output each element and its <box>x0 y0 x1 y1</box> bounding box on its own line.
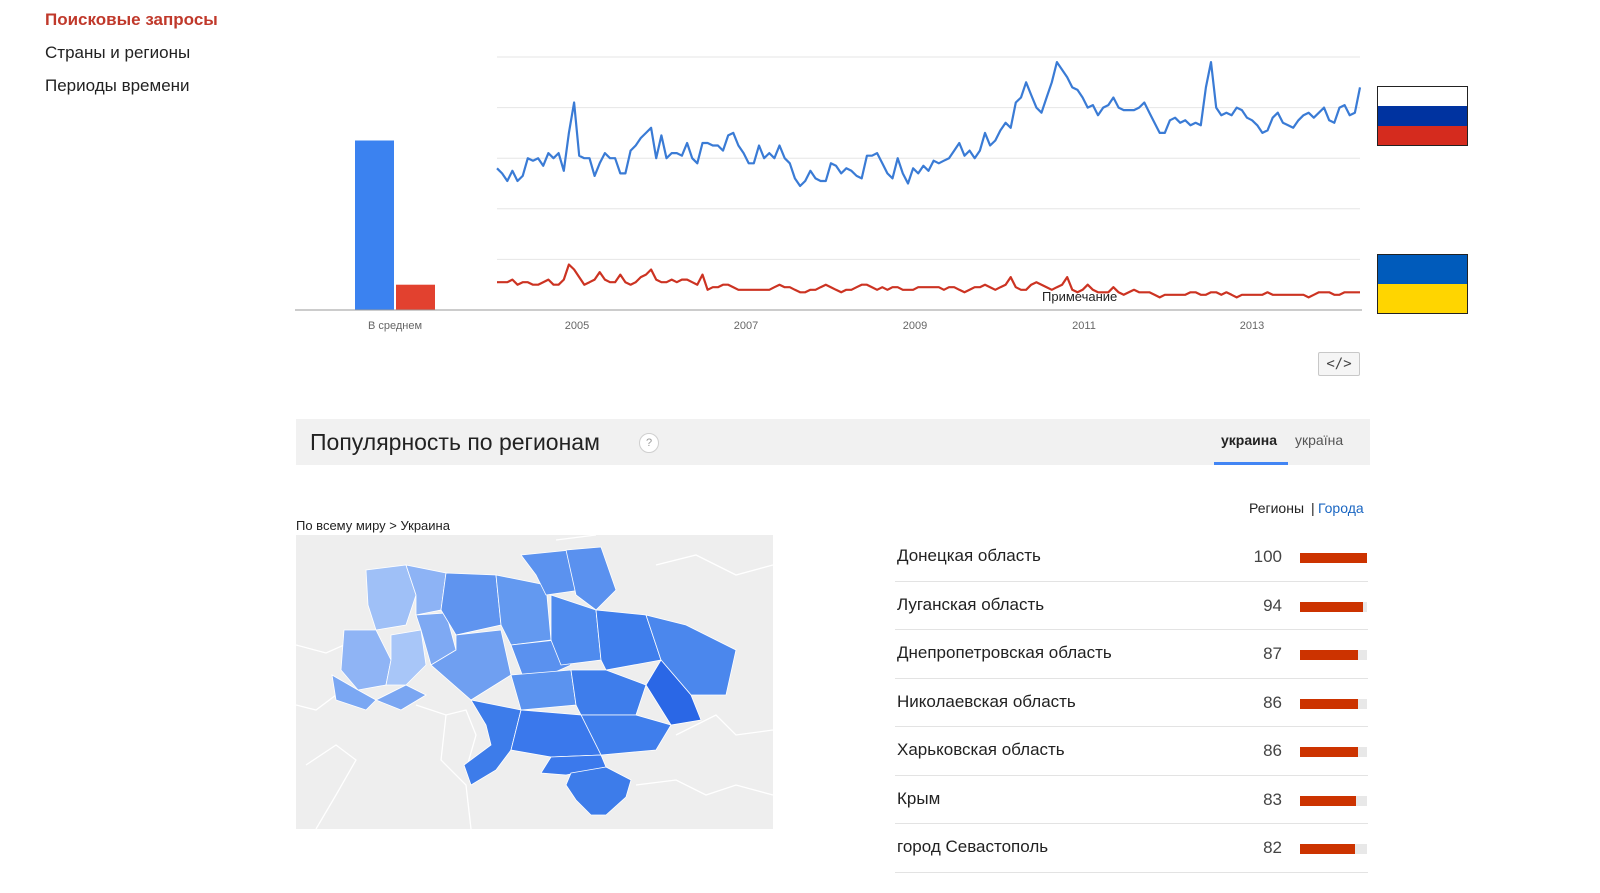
score-bar-fill <box>1300 650 1359 660</box>
region-chernihiv <box>520 549 582 596</box>
region-score: 86 <box>1263 741 1282 760</box>
region-kharkiv <box>595 609 662 671</box>
russia-flag-red-stripe <box>1378 125 1467 145</box>
region-score: 82 <box>1263 838 1282 857</box>
region-sumy <box>565 546 617 611</box>
score-bar-fill <box>1300 553 1367 563</box>
nav-item-search-queries[interactable]: Поисковые запросы <box>45 10 218 29</box>
rank-row[interactable]: Днепропетровская область 87 <box>895 630 1368 679</box>
average-bars <box>355 140 435 310</box>
embed-code-button[interactable]: </> <box>1318 352 1360 376</box>
region-ternopil <box>385 629 427 686</box>
score-bar-fill <box>1300 844 1355 854</box>
region-score: 100 <box>1253 547 1282 566</box>
toggle-regions[interactable]: Регионы <box>1249 500 1305 516</box>
score-bar-track <box>1300 747 1367 757</box>
chart-gridlines <box>497 56 1360 260</box>
regional-interest-title: Популярность по регионам <box>310 429 600 455</box>
regional-interest-header: Популярность по регионам ? украина украї… <box>296 419 1370 465</box>
x-tick-labels: 2005 2007 2009 2011 2013 <box>565 320 1264 332</box>
map-breadcrumb[interactable]: По всему миру > Украина <box>296 518 450 533</box>
region-name: Луганская область <box>897 594 1045 614</box>
average-bar-russia <box>355 140 394 310</box>
series-line-russia <box>496 60 1362 188</box>
region-name: Николаевская область <box>897 691 1076 711</box>
average-bar-ukraine <box>396 284 435 310</box>
score-bar-track <box>1300 698 1367 709</box>
score-bar-fill <box>1300 601 1363 612</box>
score-bar-track <box>1300 650 1367 660</box>
rank-row[interactable]: Харьковская область 86 <box>895 727 1368 776</box>
region-name: город Севастополь <box>897 837 1049 856</box>
series-line-ukraine <box>497 263 1360 299</box>
region-name: Крым <box>897 788 941 808</box>
score-bar-track <box>1300 601 1367 612</box>
region-lviv <box>340 629 392 691</box>
score-bar-track <box>1300 553 1367 563</box>
help-icon[interactable]: ? <box>639 433 659 453</box>
rank-row[interactable]: город Севастополь 82 <box>895 824 1368 873</box>
neighbour-borders <box>296 535 773 829</box>
x-tick-label: 2005 <box>565 320 589 332</box>
region-poltava <box>550 594 602 666</box>
x-tick-label: 2011 <box>1072 320 1096 332</box>
series-lines <box>496 60 1362 299</box>
region-donetsk <box>645 659 702 726</box>
region-name: Харьковская область <box>897 740 1065 759</box>
x-tick-label: 2013 <box>1240 320 1264 332</box>
region-chernivtsi <box>375 684 427 711</box>
score-bar-track <box>1300 795 1367 806</box>
region-crimea <box>565 766 632 816</box>
x-tick-label: 2009 <box>903 320 927 332</box>
region-dnipropetrovsk <box>570 669 647 716</box>
rank-row[interactable]: Крым 83 <box>895 776 1368 824</box>
toggle-cities[interactable]: Города <box>1318 500 1364 516</box>
rank-row[interactable]: Донецкая область 100 <box>895 533 1368 582</box>
rank-row[interactable]: Николаевская область 86 <box>895 679 1368 727</box>
region-score: 83 <box>1263 789 1282 809</box>
toggle-separator: | <box>1311 500 1315 516</box>
active-tab-underline <box>1214 462 1288 465</box>
nav-item-countries-regions[interactable]: Страны и регионы <box>45 43 191 62</box>
russia-flag-white-stripe <box>1378 87 1467 107</box>
region-ranking-list: Донецкая область 100 Луганская область 9… <box>895 533 1368 873</box>
region-score: 86 <box>1263 692 1282 712</box>
tab-ukraina-ru[interactable]: украина <box>1221 432 1277 448</box>
region-zakarpattia <box>331 674 377 711</box>
average-bar-label: В среднем <box>368 320 422 332</box>
region-kirovohrad <box>510 669 577 711</box>
ukraine-flag-blue-stripe <box>1378 255 1467 284</box>
russia-flag-blue-stripe <box>1378 106 1467 126</box>
russia-flag <box>1377 86 1468 146</box>
region-name: Днепропетровская область <box>897 643 1112 662</box>
region-volyn <box>365 564 417 631</box>
region-zhytomyr <box>440 572 502 636</box>
side-nav: Поисковые запросы Страны и регионы Перио… <box>45 10 218 109</box>
ukraine-region-map[interactable] <box>296 535 773 829</box>
score-bar-fill <box>1300 698 1358 709</box>
score-bar-fill <box>1300 795 1356 806</box>
region-name: Донецкая область <box>897 546 1041 565</box>
score-bar-track <box>1300 844 1367 854</box>
ukraine-regions <box>331 546 737 816</box>
x-tick-label: 2007 <box>734 320 758 332</box>
ukraine-flag-yellow-stripe <box>1378 284 1467 313</box>
chart-note-label[interactable]: Примечание <box>1042 289 1117 304</box>
region-score: 87 <box>1263 644 1282 663</box>
tab-ukraina-ua[interactable]: україна <box>1295 432 1344 448</box>
nav-item-time-periods[interactable]: Периоды времени <box>45 76 190 95</box>
region-rivne <box>405 564 447 616</box>
rank-row[interactable]: Луганская область 94 <box>895 582 1368 630</box>
region-odesa <box>463 699 522 786</box>
score-bar-fill <box>1300 747 1358 757</box>
interest-over-time-chart: В среднем 2005 2007 2009 2011 2013 Примечани… <box>295 56 1362 332</box>
ukraine-flag <box>1377 254 1468 314</box>
region-score: 94 <box>1263 595 1282 615</box>
